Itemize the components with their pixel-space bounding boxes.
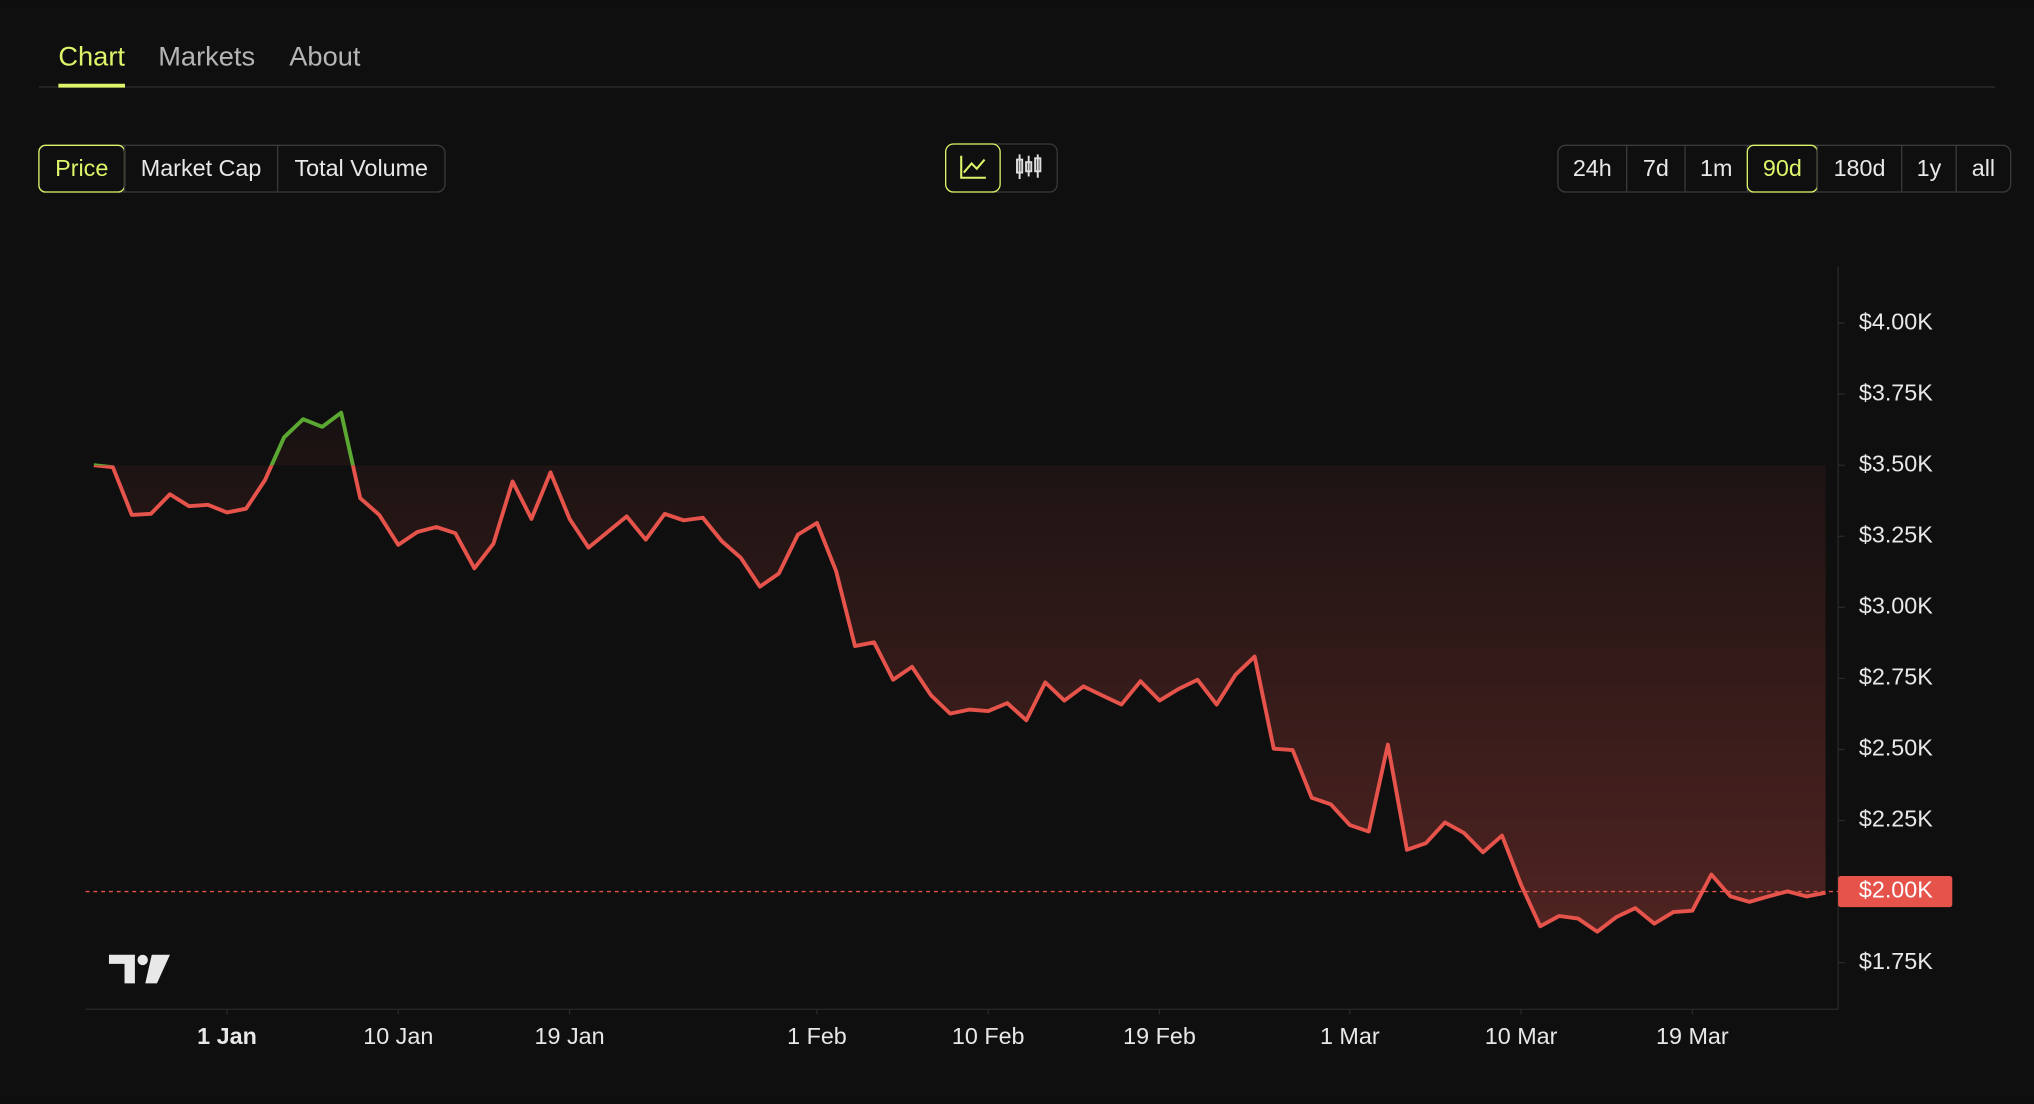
view-toggle [945, 143, 1058, 193]
y-tick-label: $2.25K [1859, 806, 1933, 832]
price-label: $2.00K [1859, 877, 1933, 903]
price-line-down [93, 465, 1826, 934]
tab[interactable]: About [289, 41, 361, 72]
line-icon [960, 155, 986, 179]
plot: $1.75K $2.25K $2.50K $2.75K $3.00K $3.25K $3.5… [85, 265, 1953, 1049]
x-tick-label: 19 Mar [1656, 1023, 1729, 1049]
metric-group: Price Market Cap Total Volume [38, 144, 446, 193]
tradingview-logo [108, 954, 170, 984]
x-tick-label: 10 Jan [363, 1023, 433, 1049]
y-tick-label: $3.75K [1859, 379, 1933, 405]
area-fill [93, 412, 1826, 932]
line-view-button[interactable] [945, 143, 1001, 193]
y-tick-label: $3.50K [1859, 450, 1933, 476]
y-tick-label: $1.75K [1859, 948, 1933, 974]
button[interactable]: 7d [1643, 155, 1669, 181]
tab-bar: Chart Markets About [58, 41, 361, 88]
button[interactable]: all [1972, 155, 1995, 181]
y-tick-label: $4.00K [1859, 308, 1933, 334]
button[interactable]: Price [55, 155, 108, 181]
x-tick-label: 1 Jan [197, 1023, 257, 1049]
button[interactable]: 1y [1917, 155, 1942, 181]
button[interactable]: Total Volume [294, 155, 428, 181]
button[interactable]: 1m [1700, 155, 1732, 181]
button[interactable]: Market Cap [141, 155, 262, 181]
y-tick-label: $3.25K [1859, 521, 1933, 547]
y-tick-label: $2.50K [1859, 735, 1933, 761]
price-badge [1838, 876, 1953, 908]
button[interactable]: 24h [1573, 155, 1612, 181]
tab[interactable]: Chart [58, 41, 125, 72]
x-tick-label: 1 Mar [1320, 1023, 1380, 1049]
y-tick-label: $3.00K [1859, 593, 1933, 619]
tab[interactable]: Markets [158, 41, 255, 72]
x-tick-label: 10 Feb [952, 1023, 1025, 1049]
button[interactable]: 180d [1834, 155, 1886, 181]
x-tick-label: 10 Mar [1485, 1023, 1558, 1049]
x-tick-label: 1 Feb [787, 1023, 847, 1049]
x-tick-label: 19 Jan [535, 1023, 605, 1049]
candle-view-button[interactable] [1016, 154, 1042, 180]
button[interactable]: 90d [1763, 155, 1802, 181]
y-tick-label: $2.75K [1859, 664, 1933, 690]
x-tick-label: 19 Feb [1123, 1023, 1196, 1049]
range-group: 24h 7d 1m 90d 180d 1y all [1557, 144, 2012, 193]
